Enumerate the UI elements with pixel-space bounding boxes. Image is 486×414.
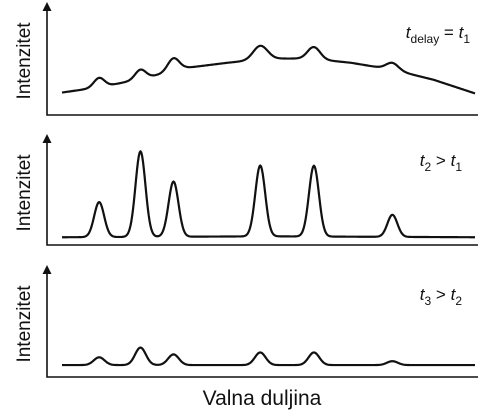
panel-1-ylabel: Intenzitet	[14, 22, 35, 100]
panel-3-ylabel: Intenzitet	[14, 285, 35, 363]
panel-2-annotation-main: t	[420, 151, 426, 170]
x-axis-label: Valna duljina	[203, 387, 322, 410]
panel-2-annotation-sub: 2	[425, 160, 432, 174]
panel-1: Intenzitet tdelay = t1	[14, 2, 478, 116]
panel-1-annotation-rhs: t	[459, 23, 465, 42]
panel-1-annotation-main: t	[406, 23, 412, 42]
panel-3-annotation-op: >	[431, 285, 450, 304]
panel-1-annotation-sub: delay	[411, 32, 440, 46]
panel-3-annotation-main: t	[420, 285, 426, 304]
panel-1-annotation-rhs-sub: 1	[463, 32, 470, 46]
panel-3-annotation-rhs-sub: 2	[455, 294, 462, 308]
panel-2-annotation-op: >	[431, 151, 450, 170]
panel-3-arrowhead	[42, 265, 52, 274]
panel-1-arrowhead	[42, 2, 52, 11]
panel-3: Intenzitet t3 > t2	[14, 265, 478, 378]
panel-1-annotation-op: =	[439, 23, 458, 42]
panel-3-annotation-sub: 3	[425, 294, 432, 308]
panel-2-ylabel: Intenzitet	[14, 154, 35, 232]
panel-2-arrowhead	[42, 134, 52, 143]
panel-3-axes	[46, 271, 478, 378]
panel-2-spectrum-line	[61, 150, 476, 239]
panel-3-spectrum-line	[61, 346, 476, 367]
panel-1-time-annotation: tdelay = t1	[406, 23, 471, 46]
panel-3-annotation-rhs: t	[451, 285, 457, 304]
panel-3-time-annotation: t3 > t2	[420, 285, 463, 308]
panel-2-annotation-rhs-sub: 1	[455, 160, 462, 174]
panel-1-axes	[46, 8, 478, 116]
panel-1-spectrum-line	[61, 44, 476, 95]
panel-2-annotation-rhs: t	[451, 151, 457, 170]
panel-2: Intenzitet t2 > t1	[14, 134, 478, 246]
panel-2-time-annotation: t2 > t1	[420, 151, 463, 174]
panel-2-axes	[46, 140, 478, 246]
